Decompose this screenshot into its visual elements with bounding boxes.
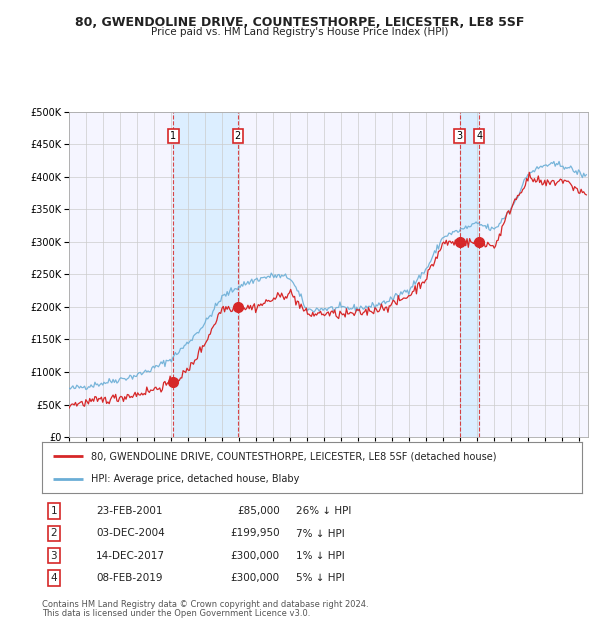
- Bar: [460, 112, 479, 437]
- Text: Contains HM Land Registry data © Crown copyright and database right 2024.: Contains HM Land Registry data © Crown c…: [42, 600, 368, 609]
- Text: HPI: Average price, detached house, Blaby: HPI: Average price, detached house, Blab…: [91, 474, 299, 484]
- Text: 5% ↓ HPI: 5% ↓ HPI: [296, 573, 344, 583]
- Bar: [173, 112, 238, 437]
- Text: This data is licensed under the Open Government Licence v3.0.: This data is licensed under the Open Gov…: [42, 609, 310, 618]
- Text: 23-FEB-2001: 23-FEB-2001: [96, 507, 163, 516]
- Text: £300,000: £300,000: [230, 551, 280, 560]
- Text: 7% ↓ HPI: 7% ↓ HPI: [296, 528, 344, 539]
- Text: 80, GWENDOLINE DRIVE, COUNTESTHORPE, LEICESTER, LE8 5SF: 80, GWENDOLINE DRIVE, COUNTESTHORPE, LEI…: [76, 16, 524, 29]
- Text: 3: 3: [457, 131, 463, 141]
- Text: 08-FEB-2019: 08-FEB-2019: [96, 573, 163, 583]
- Text: £85,000: £85,000: [237, 507, 280, 516]
- Text: 26% ↓ HPI: 26% ↓ HPI: [296, 507, 351, 516]
- Text: 3: 3: [50, 551, 57, 560]
- Text: 80, GWENDOLINE DRIVE, COUNTESTHORPE, LEICESTER, LE8 5SF (detached house): 80, GWENDOLINE DRIVE, COUNTESTHORPE, LEI…: [91, 451, 496, 461]
- Text: 1% ↓ HPI: 1% ↓ HPI: [296, 551, 344, 560]
- Text: £199,950: £199,950: [230, 528, 280, 539]
- Text: 1: 1: [50, 507, 57, 516]
- Text: 2: 2: [50, 528, 57, 539]
- Text: 4: 4: [50, 573, 57, 583]
- Text: 2: 2: [235, 131, 241, 141]
- Text: 1: 1: [170, 131, 176, 141]
- Text: 03-DEC-2004: 03-DEC-2004: [96, 528, 165, 539]
- Text: Price paid vs. HM Land Registry's House Price Index (HPI): Price paid vs. HM Land Registry's House …: [151, 27, 449, 37]
- Text: 14-DEC-2017: 14-DEC-2017: [96, 551, 165, 560]
- Text: 4: 4: [476, 131, 482, 141]
- Text: £300,000: £300,000: [230, 573, 280, 583]
